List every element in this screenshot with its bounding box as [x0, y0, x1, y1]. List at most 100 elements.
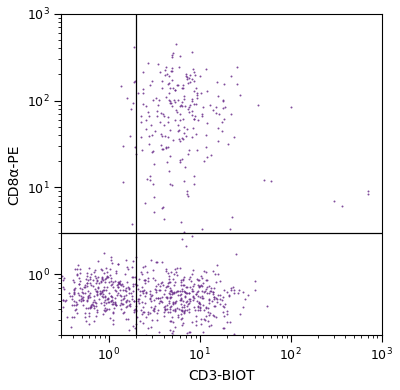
Point — [103, 300, 110, 307]
Point — [176, 64, 182, 71]
Point — [194, 289, 200, 295]
Point — [207, 102, 213, 108]
Point — [61, 286, 68, 292]
Point — [136, 288, 143, 294]
Point — [146, 133, 152, 140]
Point — [198, 321, 204, 327]
Point — [140, 264, 146, 270]
Point — [83, 318, 89, 324]
Point — [158, 131, 164, 137]
Point — [164, 295, 170, 301]
Point — [208, 288, 214, 294]
Point — [161, 313, 168, 319]
Point — [205, 290, 212, 296]
Point — [197, 301, 204, 307]
Point — [182, 307, 188, 313]
Point — [74, 301, 81, 307]
Point — [85, 292, 92, 299]
Point — [176, 306, 183, 312]
Point — [82, 314, 88, 321]
Point — [74, 290, 81, 296]
Point — [186, 308, 192, 315]
Point — [198, 282, 204, 288]
Point — [198, 113, 205, 119]
Point — [192, 72, 198, 78]
Point — [142, 289, 149, 295]
Point — [134, 282, 140, 288]
Point — [100, 287, 106, 293]
Point — [214, 137, 221, 144]
Point — [76, 297, 82, 303]
Point — [187, 296, 193, 302]
Point — [191, 181, 198, 187]
Point — [163, 144, 170, 150]
Point — [202, 66, 209, 72]
Point — [159, 299, 165, 305]
Point — [91, 303, 98, 310]
Point — [112, 301, 118, 307]
Point — [139, 284, 146, 290]
Point — [169, 54, 176, 60]
Point — [94, 258, 101, 264]
Point — [92, 300, 99, 307]
Point — [112, 288, 119, 294]
Point — [176, 127, 182, 133]
Point — [188, 233, 195, 239]
Point — [180, 129, 187, 136]
Point — [197, 307, 204, 313]
Point — [240, 289, 246, 296]
Point — [230, 290, 237, 296]
Point — [98, 275, 105, 281]
Point — [159, 294, 166, 300]
Point — [182, 299, 189, 305]
Point — [167, 327, 173, 333]
Point — [132, 273, 139, 280]
Point — [140, 90, 146, 96]
Point — [52, 288, 58, 294]
Point — [178, 304, 185, 310]
Point — [99, 292, 106, 299]
Point — [146, 173, 153, 179]
Point — [75, 262, 81, 269]
Point — [108, 298, 115, 305]
Point — [141, 277, 148, 284]
Point — [109, 296, 115, 303]
Point — [175, 128, 181, 134]
Point — [118, 300, 125, 306]
Point — [98, 290, 104, 296]
Point — [69, 292, 76, 299]
Point — [108, 292, 114, 299]
Point — [98, 267, 105, 273]
Point — [101, 307, 107, 314]
Point — [88, 271, 94, 277]
Point — [252, 278, 258, 284]
Point — [183, 126, 190, 132]
Point — [96, 287, 103, 294]
Point — [73, 306, 80, 312]
Point — [125, 284, 132, 291]
Point — [181, 304, 187, 310]
Point — [198, 273, 204, 280]
Point — [73, 266, 80, 272]
Point — [185, 80, 191, 86]
Point — [137, 318, 144, 324]
Point — [168, 100, 174, 106]
Point — [180, 282, 186, 288]
Point — [92, 273, 98, 280]
Point — [100, 250, 107, 256]
Point — [128, 106, 134, 112]
Point — [116, 280, 122, 286]
Point — [68, 302, 75, 308]
Point — [142, 300, 148, 306]
Point — [156, 298, 163, 304]
Point — [192, 291, 199, 297]
Point — [195, 277, 202, 284]
Point — [78, 286, 85, 292]
Point — [118, 282, 125, 288]
Point — [134, 90, 141, 96]
Point — [99, 274, 105, 280]
Point — [98, 276, 105, 282]
Point — [214, 271, 221, 277]
Point — [190, 267, 196, 273]
Point — [162, 287, 168, 294]
